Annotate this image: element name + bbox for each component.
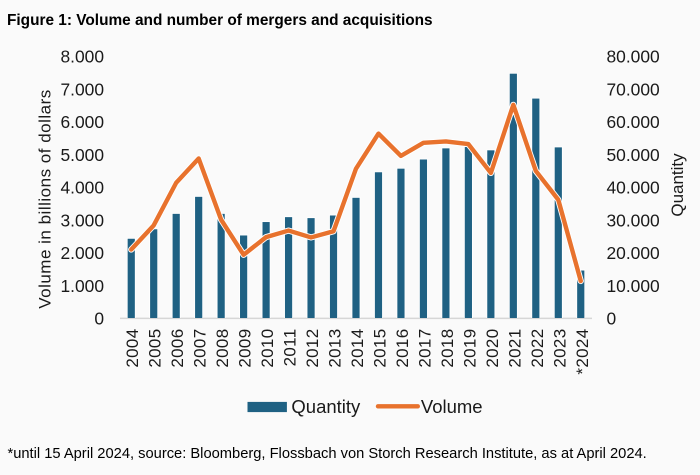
svg-text:Quantity: Quantity — [291, 396, 361, 417]
svg-text:2015: 2015 — [370, 329, 389, 368]
svg-text:2021: 2021 — [505, 329, 524, 368]
svg-text:Volume in billions of dollars: Volume in billions of dollars — [36, 89, 55, 309]
svg-text:5.000: 5.000 — [60, 145, 104, 165]
svg-text:80.000: 80.000 — [607, 47, 660, 67]
svg-text:2009: 2009 — [236, 329, 255, 368]
svg-text:8.000: 8.000 — [60, 47, 104, 67]
svg-text:7.000: 7.000 — [60, 79, 104, 99]
svg-text:2014: 2014 — [348, 329, 367, 368]
svg-text:50.000: 50.000 — [607, 145, 660, 165]
svg-text:6.000: 6.000 — [60, 112, 104, 132]
svg-text:2012: 2012 — [303, 329, 322, 368]
svg-text:2005: 2005 — [146, 329, 165, 368]
svg-text:2023: 2023 — [550, 329, 569, 368]
svg-text:10.000: 10.000 — [607, 276, 660, 296]
svg-text:2.000: 2.000 — [60, 243, 104, 263]
svg-text:2019: 2019 — [460, 329, 479, 368]
svg-text:*until 15 April 2024, source:: *until 15 April 2024, source: Bloomberg,… — [8, 446, 647, 462]
svg-text:0: 0 — [94, 309, 104, 329]
svg-text:Figure 1: Volume and number of: Figure 1: Volume and number of mergers a… — [7, 12, 433, 29]
svg-text:2011: 2011 — [281, 329, 300, 367]
svg-text:2010: 2010 — [258, 329, 277, 368]
svg-text:70.000: 70.000 — [607, 79, 660, 99]
svg-text:4.000: 4.000 — [60, 178, 104, 198]
svg-text:2022: 2022 — [528, 329, 547, 368]
svg-text:2007: 2007 — [191, 329, 210, 368]
svg-text:2016: 2016 — [393, 329, 412, 368]
svg-text:30.000: 30.000 — [607, 210, 660, 230]
svg-text:2006: 2006 — [168, 329, 187, 368]
svg-text:2020: 2020 — [483, 329, 502, 368]
svg-text:2008: 2008 — [213, 329, 232, 368]
svg-text:2013: 2013 — [326, 329, 345, 368]
svg-text:0: 0 — [607, 309, 617, 329]
svg-text:3.000: 3.000 — [60, 210, 104, 230]
svg-text:2004: 2004 — [123, 329, 142, 368]
svg-text:60.000: 60.000 — [607, 112, 660, 132]
svg-text:2018: 2018 — [438, 329, 457, 368]
svg-text:40.000: 40.000 — [607, 178, 660, 198]
svg-text:1.000: 1.000 — [60, 276, 104, 296]
svg-text:20.000: 20.000 — [607, 243, 660, 263]
svg-text:*2024: *2024 — [573, 329, 592, 375]
svg-text:Quantity: Quantity — [668, 153, 687, 217]
svg-text:2017: 2017 — [415, 329, 434, 368]
svg-text:Volume: Volume — [421, 396, 483, 417]
